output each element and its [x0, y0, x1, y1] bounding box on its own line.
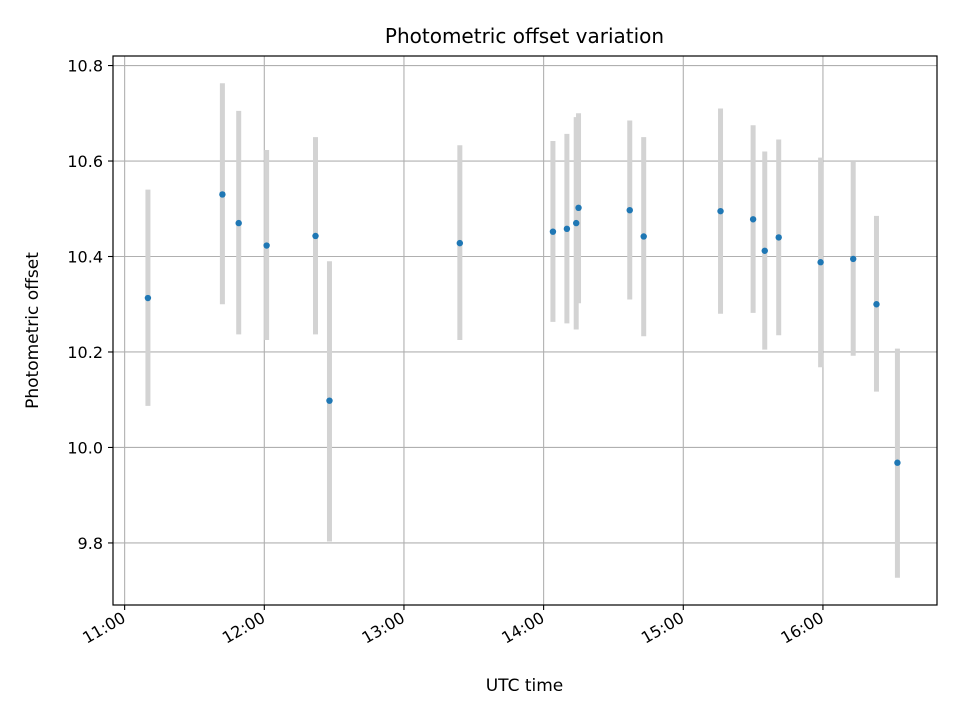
data-point	[573, 219, 580, 227]
plot-frame	[112, 55, 938, 606]
data-point	[761, 247, 768, 254]
y-tick-label: 9.8	[78, 534, 103, 553]
y-tick-label: 10.6	[67, 152, 103, 171]
y-axis-label: Photometric offset	[23, 252, 43, 409]
data-point	[144, 294, 152, 302]
data-point	[749, 216, 757, 223]
data-point	[817, 259, 824, 266]
data-point	[717, 207, 724, 215]
data-point	[235, 219, 242, 227]
data-point	[312, 232, 319, 240]
point-layer	[144, 191, 901, 466]
data-point	[873, 301, 880, 308]
data-point	[575, 204, 582, 212]
data-point	[626, 206, 633, 214]
data-point	[563, 225, 571, 233]
data-point	[219, 191, 226, 198]
data-point	[263, 242, 270, 249]
data-point	[326, 397, 333, 404]
chart-title: Photometric offset variation	[385, 24, 664, 48]
data-point	[640, 233, 647, 240]
data-point	[775, 234, 782, 241]
x-axis-label: UTC time	[486, 676, 564, 696]
data-point	[456, 239, 464, 247]
data-point	[850, 255, 857, 263]
data-point	[894, 459, 901, 466]
data-point	[549, 228, 557, 235]
y-tick-label: 10.8	[67, 57, 103, 76]
y-tick-label: 10.4	[67, 248, 103, 267]
grid-layer	[113, 56, 937, 605]
y-tick-label: 10.2	[67, 343, 103, 362]
y-tick-label: 10.0	[67, 438, 103, 457]
